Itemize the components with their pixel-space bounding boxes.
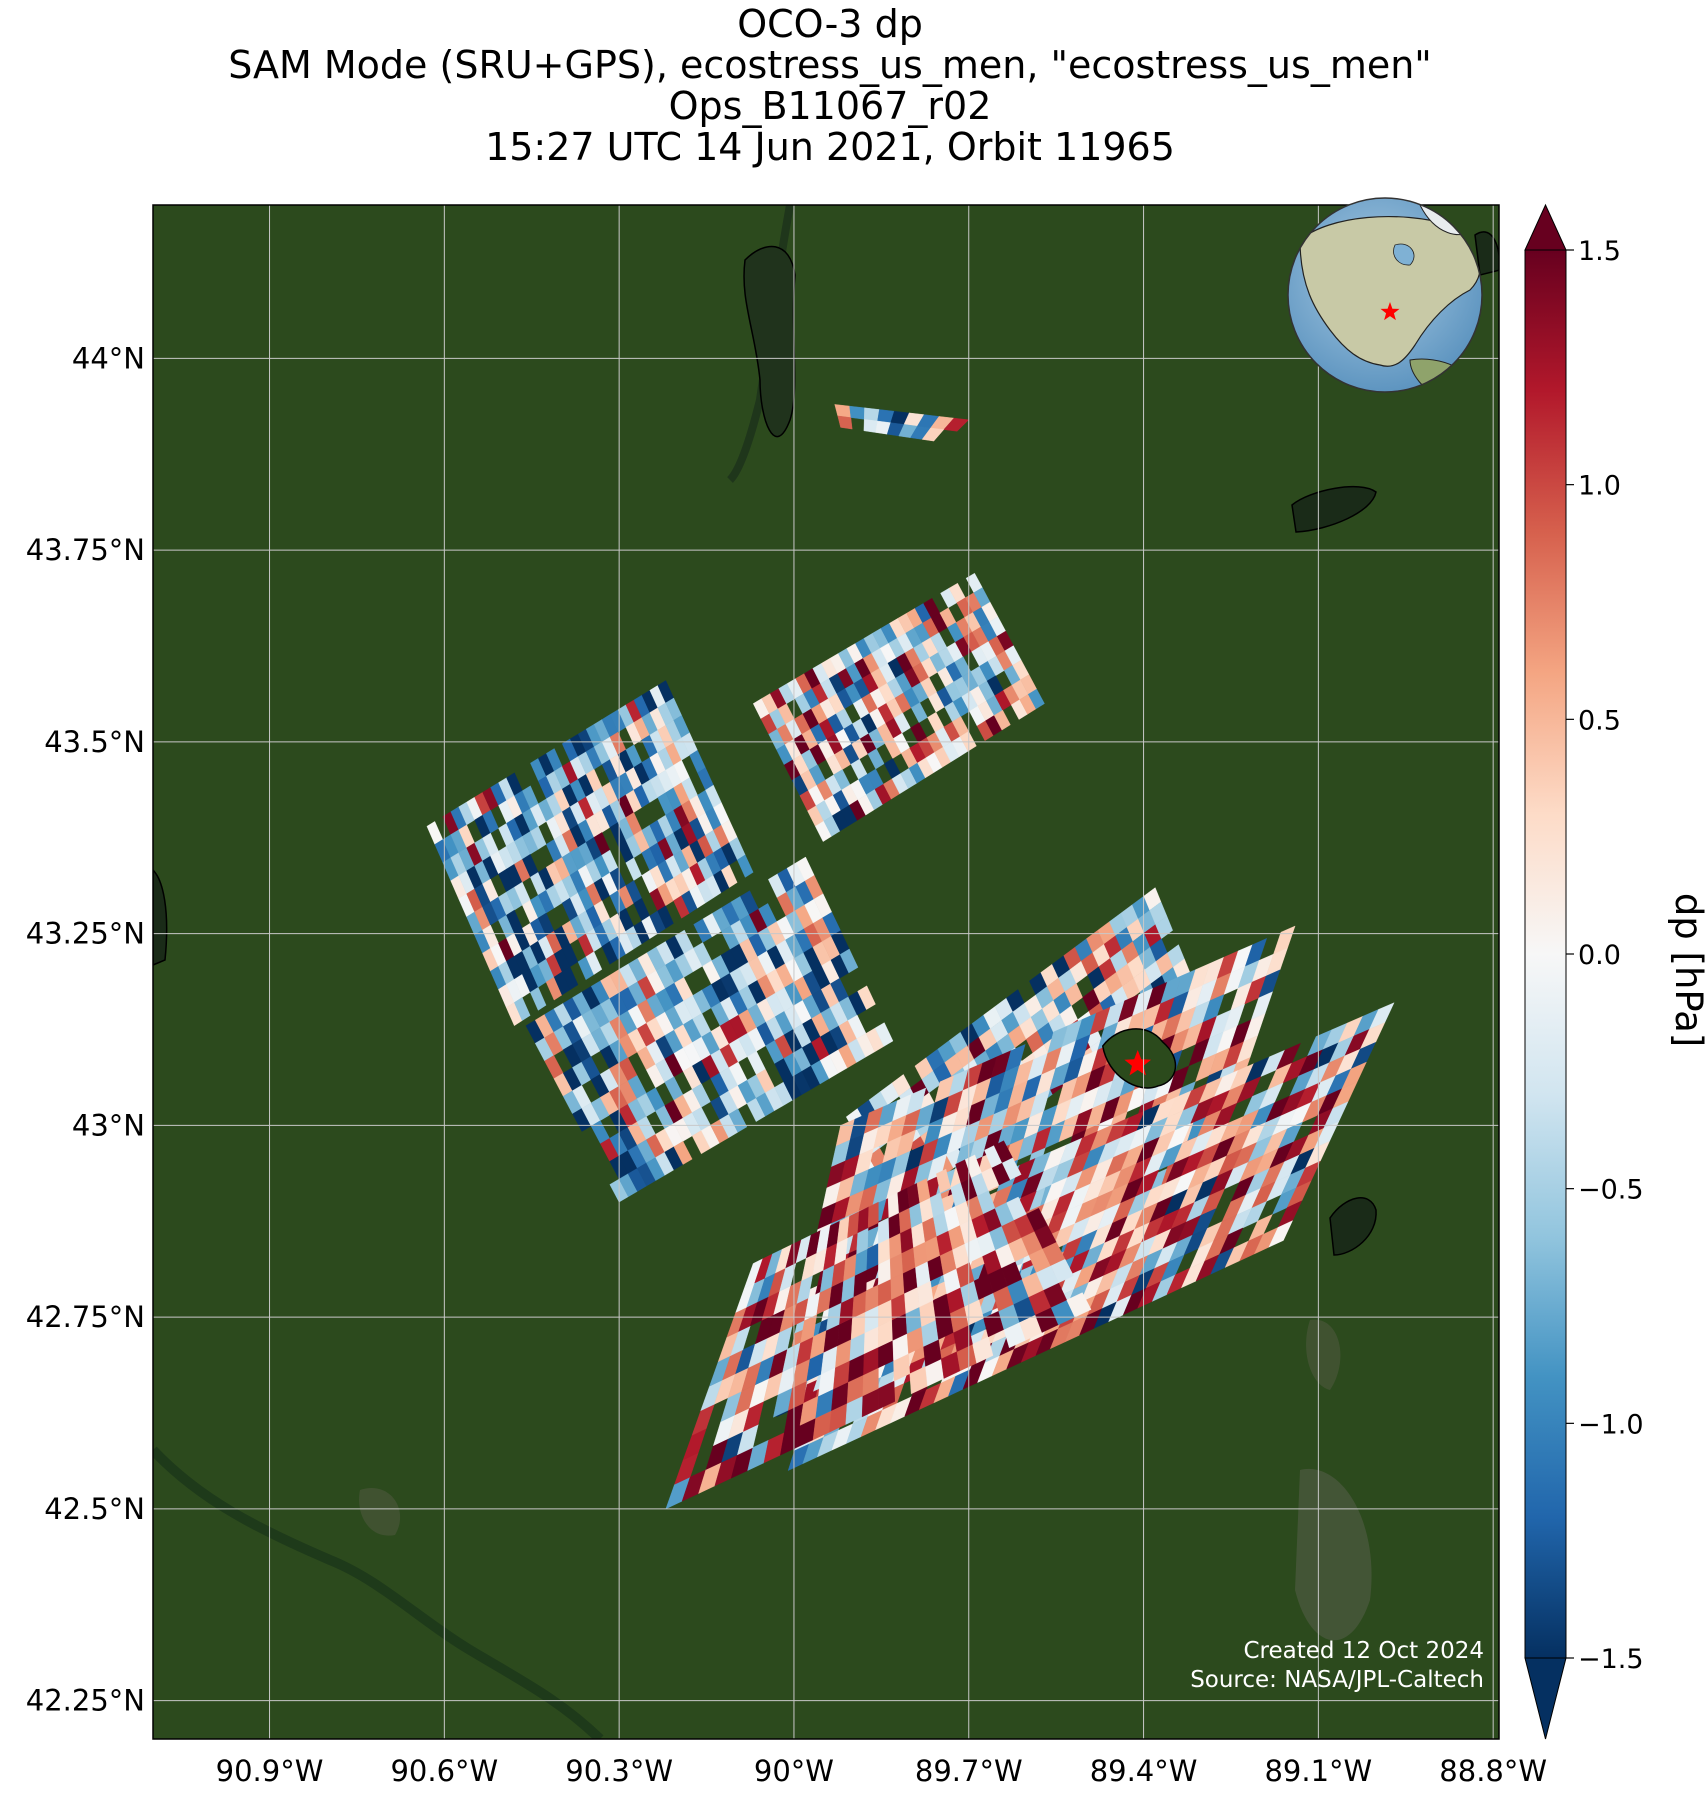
- sounding-cell: [1026, 1207, 1048, 1232]
- sounding-cell: [673, 1141, 693, 1165]
- sounding-cell: [728, 1108, 748, 1133]
- city-area: [1295, 1468, 1372, 1641]
- colorbar-ticks: 1.5 1.0 0.5 0.0 −0.5 −1.0 −1.5: [1566, 236, 1644, 1675]
- colorbar: 1.5 1.0 0.5 0.0 −0.5 −1.0 −1.5 dp [hPa]: [1524, 203, 1708, 1740]
- title-line-1: OCO-3 dp: [737, 2, 923, 46]
- y-tick-label: 43.5°N: [44, 725, 145, 759]
- globe-outline: [1287, 197, 1483, 393]
- y-axis-ticks: 44°N 43.75°N 43.5°N 43.25°N 43°N 42.75°N 42.5°…: [26, 341, 145, 1717]
- colorbar-gradient: [1524, 249, 1567, 1659]
- map-frame: [152, 204, 1500, 1740]
- y-tick-label: 43.25°N: [26, 917, 145, 951]
- x-tick-label: 89.7°W: [915, 1754, 1023, 1788]
- target-layer: [1101, 1028, 1177, 1089]
- x-tick-label: 89.4°W: [1090, 1754, 1198, 1788]
- sounding-cell: [839, 948, 859, 974]
- globe-target-star-icon: [1380, 302, 1400, 321]
- figure-title: OCO-3 dp SAM Mode (SRU+GPS), ecostress_u…: [0, 4, 1660, 168]
- sounding-cell: [1027, 688, 1045, 710]
- title-line-3: Ops_B11067_r02: [668, 84, 992, 128]
- sounding-swaths: [426, 404, 1395, 1510]
- sounding-cell: [867, 1201, 879, 1229]
- colorbar-tick-label: 0.5: [1578, 705, 1621, 736]
- credit-source: Source: NASA/JPL-Caltech: [1190, 1667, 1484, 1693]
- gridlines: [153, 205, 1499, 1739]
- sounding-cell: [1268, 1220, 1294, 1248]
- colorbar-extend-min: [1524, 1657, 1567, 1740]
- sounding-cell: [964, 1154, 982, 1178]
- colorbar-tick-label: 0.0: [1578, 940, 1621, 971]
- x-tick-label: 89.1°W: [1264, 1754, 1372, 1788]
- sounding-cell: [874, 1022, 894, 1047]
- colorbar-tick-label: −1.0: [1578, 1409, 1644, 1440]
- x-tick-label: 90°W: [754, 1754, 834, 1788]
- globe-north-america: [1299, 215, 1481, 367]
- sounding-cell: [916, 1178, 931, 1204]
- sounding-cell: [849, 405, 865, 420]
- sounding-cell: [936, 1168, 951, 1193]
- lake: [153, 868, 168, 966]
- sounding-cell: [529, 986, 547, 1011]
- y-tick-label: 43.75°N: [26, 533, 145, 567]
- sounding-cell: [561, 966, 579, 991]
- sounding-cell: [857, 985, 876, 1010]
- sounding-cell: [737, 854, 754, 878]
- y-tick-label: 42.25°N: [26, 1684, 145, 1718]
- globe-hudson-bay: [1393, 243, 1415, 266]
- title-line-4: 15:27 UTC 14 Jun 2021, Orbit 11965: [485, 125, 1175, 169]
- x-tick-label: 88.8°W: [1439, 1754, 1547, 1788]
- sounding-cell: [657, 905, 674, 929]
- colorbar-tick-label: −0.5: [1578, 1175, 1644, 1206]
- x-tick-label: 90.6°W: [390, 1754, 498, 1788]
- colorbar-label: dp [hPa]: [1667, 893, 1708, 1047]
- river: [153, 1446, 604, 1739]
- sounding-cell: [1066, 1292, 1092, 1318]
- x-tick-label: 90.9°W: [216, 1754, 324, 1788]
- sounding-cell: [721, 864, 738, 888]
- sounding-cell: [837, 415, 853, 430]
- lake: [1329, 1197, 1377, 1256]
- map-axes: Created 12 Oct 2024 Source: NASA/JPL-Cal…: [152, 197, 1500, 1740]
- city-area: [359, 1488, 401, 1536]
- colorbar-tick-label: 1.0: [1578, 471, 1621, 502]
- sounding-cell: [514, 997, 531, 1021]
- title-line-2: SAM Mode (SRU+GPS), ecostress_us_men, "e…: [228, 43, 1432, 87]
- sounding-cell: [943, 417, 970, 432]
- y-tick-label: 43°N: [72, 1108, 145, 1142]
- sounding-cell: [585, 951, 603, 975]
- city-area: [1306, 1319, 1341, 1390]
- sounding-cell: [921, 427, 945, 442]
- x-axis-ticks: 90.9°W 90.6°W 90.3°W 90°W 89.7°W 89.4°W 89.1°W…: [216, 1754, 1547, 1788]
- colorbar-tick-label: −1.5: [1578, 1644, 1644, 1675]
- sounding-cell: [993, 1140, 1013, 1163]
- target-star-icon: [1124, 1050, 1152, 1076]
- y-tick-label: 42.5°N: [44, 1492, 145, 1526]
- sounding-cell: [863, 407, 880, 422]
- colorbar-tick-label: 1.5: [1578, 236, 1621, 267]
- lake: [743, 245, 796, 438]
- sounding-cell: [863, 419, 878, 433]
- x-tick-label: 90.3°W: [565, 1754, 673, 1788]
- sounding-cell: [1006, 1196, 1027, 1221]
- sounding-cell: [993, 709, 1011, 731]
- sounding-cell: [959, 731, 977, 752]
- colorbar-extend-max: [1524, 203, 1567, 251]
- y-tick-label: 42.75°N: [26, 1300, 145, 1334]
- credit-created: Created 12 Oct 2024: [1243, 1638, 1484, 1664]
- y-tick-label: 44°N: [72, 341, 145, 375]
